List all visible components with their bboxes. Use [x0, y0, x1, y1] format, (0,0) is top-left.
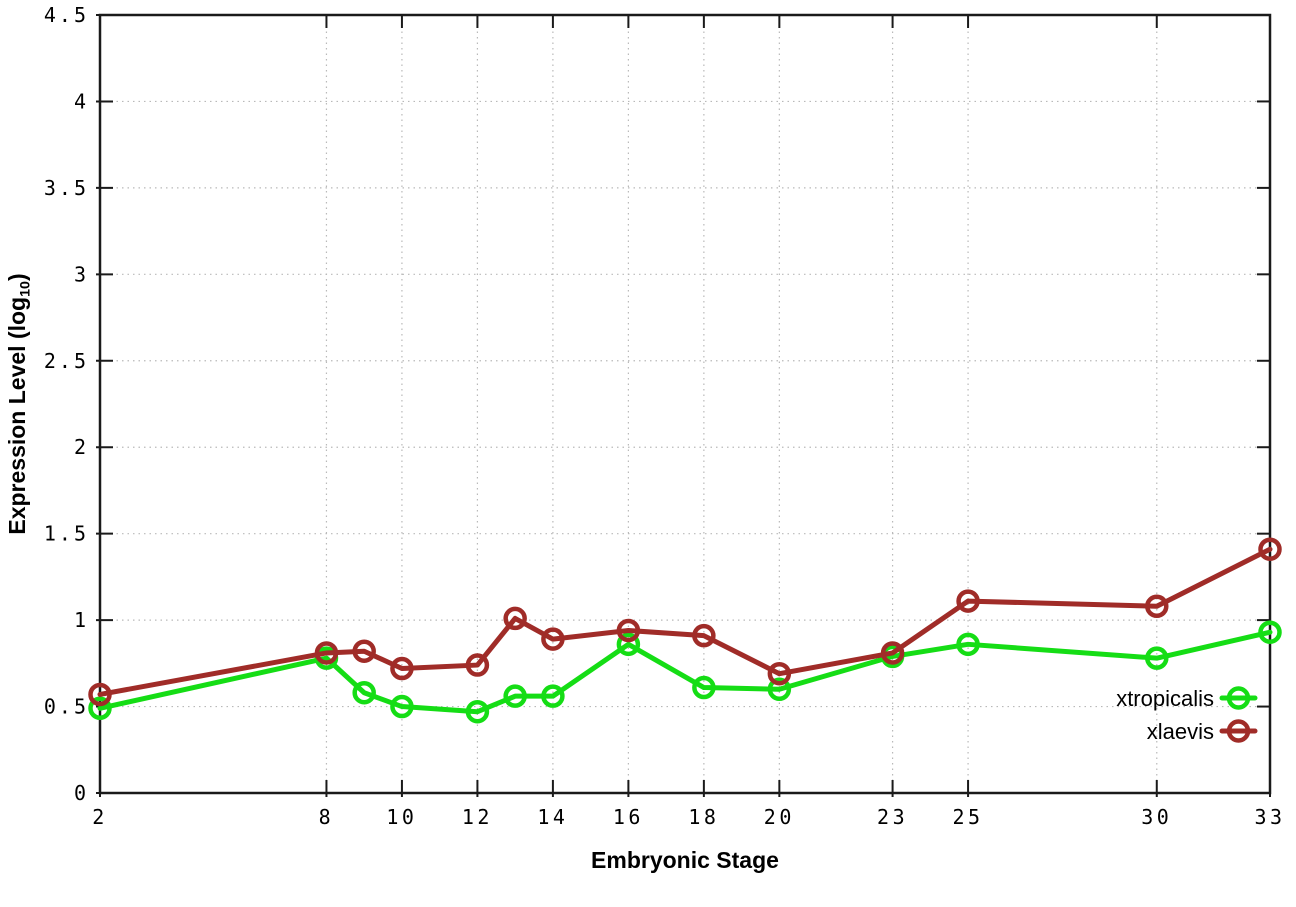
series-line-xlaevis [97, 546, 1273, 697]
series-point-xtropicalis-20 [767, 677, 792, 702]
legend-sample-marker-xlaevis [1226, 719, 1251, 743]
series-point-xtropicalis-14 [541, 684, 565, 708]
x-tick-label: 23 [877, 805, 908, 829]
legend-label-xlaevis: xlaevis [1147, 719, 1214, 744]
x-tick-label: 16 [613, 805, 644, 829]
series-point-xlaevis-9 [352, 639, 376, 663]
series-point-xtropicalis-10 [390, 694, 414, 719]
y-axis-title-text: Expression Level (log [4, 296, 30, 535]
plot-border [98, 13, 1272, 795]
x-axis-title: Embryonic Stage [591, 847, 779, 873]
series-point-xlaevis-12 [465, 653, 490, 677]
series-point-xlaevis-8 [314, 641, 339, 665]
y-tick-label: 0 [74, 781, 89, 805]
series-point-xtropicalis-25 [956, 632, 980, 657]
x-tick-label: 25 [953, 805, 984, 829]
series-point-xlaevis-14 [541, 627, 565, 651]
x-tick-label: 33 [1254, 805, 1285, 829]
x-tick-label: 30 [1141, 805, 1172, 829]
y-tick-label: 2.5 [44, 349, 89, 373]
series-point-xlaevis-25 [956, 589, 980, 613]
legend-sample-marker-xtropicalis [1226, 686, 1251, 710]
x-tick-label: 18 [688, 805, 719, 829]
x-tick-label: 12 [462, 805, 493, 829]
y-tick-label: 3 [74, 262, 89, 286]
series-point-xtropicalis-33 [1258, 620, 1282, 644]
series-point-xlaevis-18 [692, 623, 716, 648]
y-tick-label: 1.5 [44, 522, 89, 546]
y-axis-title: Expression Level (log10) [4, 194, 44, 614]
series-point-xtropicalis-13 [503, 684, 527, 708]
series-line-xtropicalis [97, 629, 1273, 715]
x-tick-label: 2 [92, 805, 108, 829]
y-tick-label: 0.5 [44, 695, 89, 719]
series-point-xtropicalis-2 [88, 696, 112, 721]
legend-label-xtropicalis: xtropicalis [1116, 686, 1214, 711]
y-tick-label: 4.5 [44, 3, 89, 27]
series-point-xlaevis-23 [880, 641, 905, 665]
y-axis-title-suffix: ) [4, 273, 30, 282]
series-point-xlaevis-10 [390, 656, 414, 681]
y-axis-title-subscript: 10 [17, 281, 34, 297]
series-point-xlaevis-30 [1145, 594, 1169, 619]
y-tick-label: 4 [74, 89, 89, 113]
x-tick-label: 10 [386, 805, 417, 829]
series-point-xtropicalis-18 [692, 675, 716, 700]
series-point-xlaevis-2 [88, 682, 112, 707]
series-point-xlaevis-16 [616, 618, 641, 643]
series-point-xlaevis-20 [767, 661, 792, 686]
series-point-xlaevis-13 [503, 606, 527, 631]
series-point-xlaevis-33 [1258, 537, 1282, 561]
y-tick-label: 1 [74, 608, 89, 632]
y-tick-label: 3.5 [44, 176, 89, 200]
series-point-xtropicalis-12 [465, 699, 490, 724]
x-tick-label: 14 [537, 805, 568, 829]
series-point-xtropicalis-30 [1145, 646, 1169, 670]
series-point-xtropicalis-16 [616, 632, 641, 657]
series-point-xtropicalis-9 [352, 680, 376, 705]
y-tick-label: 2 [74, 435, 89, 459]
x-tick-label: 8 [319, 805, 335, 829]
x-tick-label: 20 [764, 805, 795, 829]
